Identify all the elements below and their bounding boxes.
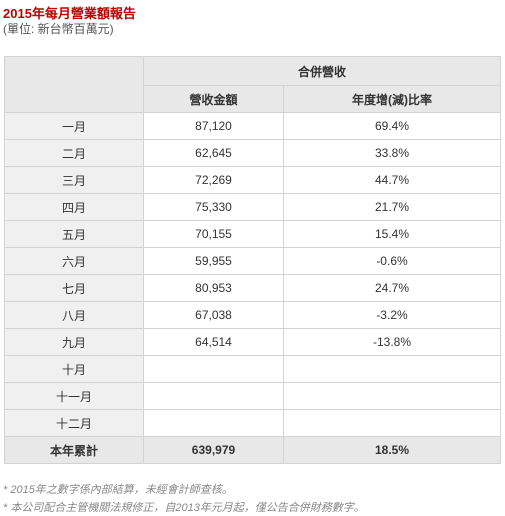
monthly-revenue-table: 合併營收 營收金額 年度增(減)比率 一月 87,120 69.4% 二月 62,645… [4,56,501,464]
month-cell: 八月 [4,301,144,329]
table-row: 二月 62,645 33.8% [4,139,501,167]
month-cell: 四月 [4,193,144,221]
yoy-cell: -3.2% [283,301,501,329]
table-row: 六月 59,955 -0.6% [4,247,501,275]
revenue-cell: 87,120 [143,112,284,140]
footnotes: * 2015年之數字係內部結算，未經會計師查核。 * 本公司配合主管機關法規修正… [3,481,365,516]
yoy-cell: 24.7% [283,274,501,302]
yoy-cell: 33.8% [283,139,501,167]
yoy-cell: 21.7% [283,193,501,221]
footnote: * 2015年之數字係內部結算，未經會計師查核。 [3,484,233,496]
month-cell: 二月 [4,139,144,167]
revenue-cell: 62,645 [143,139,284,167]
revenue-column-header: 營收金額 [143,85,284,113]
yoy-cell [283,382,501,410]
yoy-cell: -13.8% [283,328,501,356]
yoy-cell [283,409,501,437]
revenue-cell: 70,155 [143,220,284,248]
revenue-cell [143,355,284,383]
yoy-column-header: 年度增(減)比率 [283,85,501,113]
month-cell: 十月 [4,355,144,383]
month-cell: 九月 [4,328,144,356]
footnote: * 本公司配合主管機關法規修正，自2013年元月起，僅公告合併財務數字。 [3,502,365,514]
table-corner-cell [4,56,144,113]
table-row: 十二月 [4,409,501,437]
table-row: 一月 87,120 69.4% [4,112,501,140]
total-label: 本年累計 [4,436,144,464]
table-row: 十月 [4,355,501,383]
yoy-cell: 15.4% [283,220,501,248]
total-row: 本年累計 639,979 18.5% [4,436,501,464]
table-row: 八月 67,038 -3.2% [4,301,501,329]
month-cell: 一月 [4,112,144,140]
yoy-cell: 44.7% [283,166,501,194]
yoy-cell [283,355,501,383]
report-title: 2015年每月營業額報告 [3,6,136,21]
table-row: 五月 70,155 15.4% [4,220,501,248]
month-cell: 十二月 [4,409,144,437]
yoy-cell: -0.6% [283,247,501,275]
table-row: 三月 72,269 44.7% [4,166,501,194]
revenue-cell [143,409,284,437]
revenue-cell [143,382,284,410]
unit-note: (單位: 新台幣百萬元) [3,22,114,36]
month-cell: 五月 [4,220,144,248]
table-row: 十一月 [4,382,501,410]
total-yoy: 18.5% [283,436,501,464]
month-cell: 十一月 [4,382,144,410]
revenue-cell: 80,953 [143,274,284,302]
revenue-cell: 72,269 [143,166,284,194]
table-row: 七月 80,953 24.7% [4,274,501,302]
revenue-cell: 64,514 [143,328,284,356]
yoy-cell: 69.4% [283,112,501,140]
month-cell: 三月 [4,166,144,194]
revenue-cell: 75,330 [143,193,284,221]
total-revenue: 639,979 [143,436,284,464]
table-row: 九月 64,514 -13.8% [4,328,501,356]
month-cell: 七月 [4,274,144,302]
revenue-cell: 59,955 [143,247,284,275]
group-header: 合併營收 [143,56,501,86]
table-row: 四月 75,330 21.7% [4,193,501,221]
month-cell: 六月 [4,247,144,275]
revenue-cell: 67,038 [143,301,284,329]
